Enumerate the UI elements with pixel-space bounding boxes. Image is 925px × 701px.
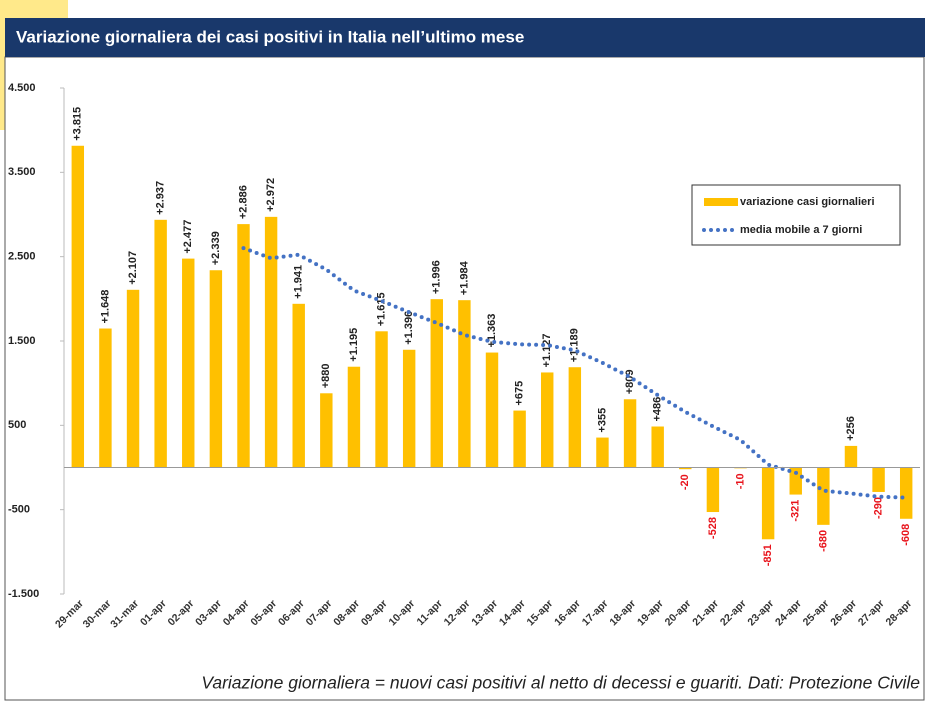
bar xyxy=(458,300,471,468)
value-label: +2.886 xyxy=(237,185,249,219)
value-label: +2.477 xyxy=(182,220,194,254)
value-label: +1.363 xyxy=(486,314,498,348)
value-label: +1.189 xyxy=(569,328,581,362)
bar xyxy=(71,145,85,468)
title-bar xyxy=(5,18,925,57)
legend-label: media mobile a 7 giorni xyxy=(740,224,862,236)
bar xyxy=(264,216,278,468)
legend-label: variazione casi giornalieri xyxy=(740,196,875,208)
bar xyxy=(899,467,913,519)
value-label: +486 xyxy=(652,397,664,422)
y-tick-label: -500 xyxy=(8,504,30,516)
value-label: -528 xyxy=(707,517,719,539)
bar xyxy=(623,399,637,468)
bar xyxy=(402,349,416,468)
value-label: +1.648 xyxy=(99,290,111,324)
value-label: +355 xyxy=(596,408,608,433)
y-tick-label: 2.500 xyxy=(8,251,36,263)
value-label: +256 xyxy=(845,416,857,441)
bar xyxy=(789,467,802,495)
legend-box xyxy=(691,184,901,246)
value-label: +1.984 xyxy=(458,260,470,295)
bar xyxy=(679,467,692,470)
y-tick-label: 3.500 xyxy=(8,166,36,178)
bar xyxy=(99,328,112,468)
bar xyxy=(485,352,499,468)
bar xyxy=(209,270,223,468)
bar xyxy=(126,289,140,468)
bar xyxy=(761,467,775,540)
value-label: +675 xyxy=(514,381,526,406)
value-label: -321 xyxy=(790,500,802,522)
bar xyxy=(513,410,526,468)
value-label: -680 xyxy=(817,530,829,552)
bar xyxy=(596,437,609,468)
y-tick-label: 500 xyxy=(8,419,26,431)
value-label: +1.396 xyxy=(403,311,415,345)
bar xyxy=(292,303,305,468)
bar xyxy=(651,426,664,468)
bar xyxy=(817,467,830,525)
bar xyxy=(375,331,388,468)
value-label: +2.972 xyxy=(265,178,277,212)
footnote: Variazione giornaliera = nuovi casi posi… xyxy=(201,673,920,693)
bar xyxy=(237,224,250,468)
y-tick-label: -1.500 xyxy=(8,588,39,600)
bar xyxy=(182,258,195,468)
bar xyxy=(541,372,554,468)
value-label: +809 xyxy=(624,369,636,394)
y-tick-label: 1.500 xyxy=(8,335,36,347)
value-label: -20 xyxy=(679,474,691,490)
value-label: +1.127 xyxy=(541,334,553,368)
value-label: -608 xyxy=(900,524,912,546)
value-label: -851 xyxy=(762,544,774,566)
value-label: +2.339 xyxy=(210,231,222,265)
value-label: +2.107 xyxy=(127,251,139,285)
bar xyxy=(568,367,582,468)
value-label: +880 xyxy=(320,364,332,389)
moving-average-line xyxy=(241,246,909,500)
value-label: +1.941 xyxy=(293,265,305,299)
value-label: -290 xyxy=(872,497,884,519)
bar xyxy=(347,366,361,468)
bar xyxy=(430,299,443,468)
value-label: -10 xyxy=(734,473,746,489)
bar xyxy=(872,467,885,492)
value-label: +3.815 xyxy=(72,107,84,141)
value-label: +2.937 xyxy=(155,181,167,215)
chart-title: Variazione giornaliera dei casi positivi… xyxy=(16,27,524,46)
y-tick-label: 4.500 xyxy=(8,82,36,94)
bar xyxy=(154,219,167,468)
value-label: +1.996 xyxy=(431,260,443,294)
bar xyxy=(706,467,720,513)
bar xyxy=(320,393,333,468)
legend-swatch xyxy=(704,198,738,206)
value-label: +1.195 xyxy=(348,328,360,362)
bar xyxy=(844,445,858,468)
